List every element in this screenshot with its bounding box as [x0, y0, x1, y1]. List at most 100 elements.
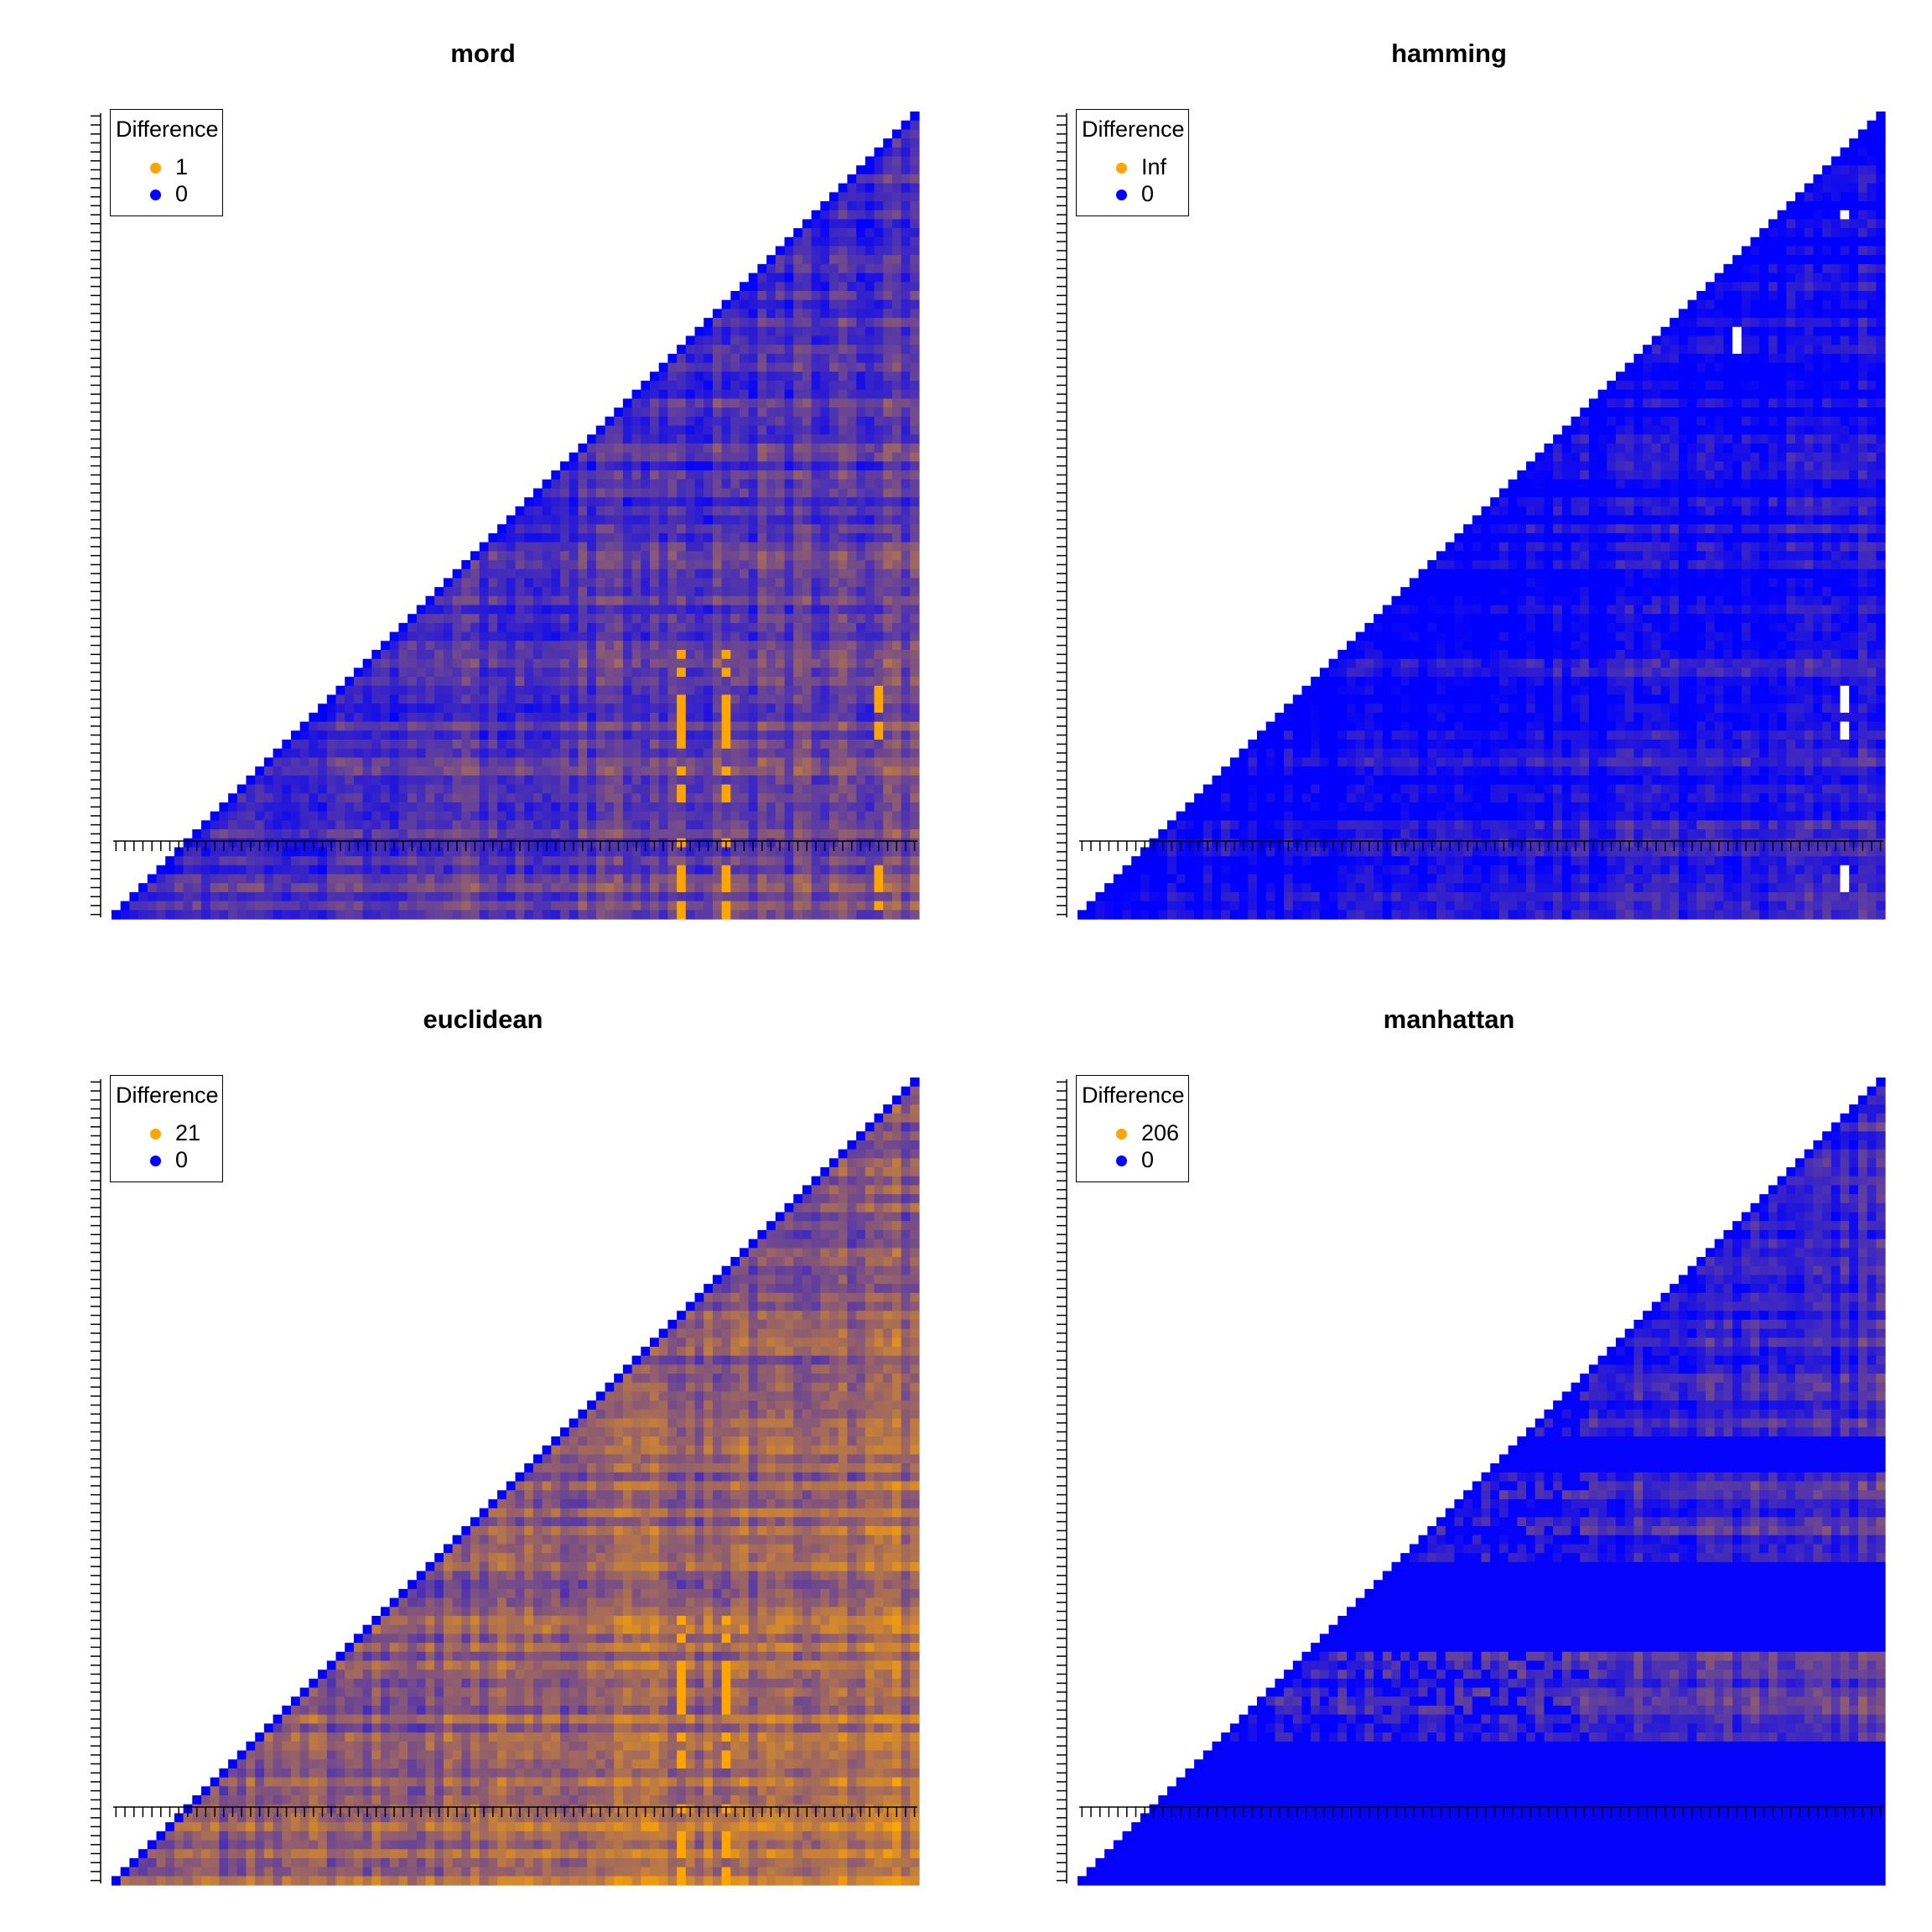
heatmap-cell [650, 811, 660, 821]
heatmap-cell [685, 551, 696, 561]
heatmap-cell [721, 847, 731, 857]
heatmap-cell [856, 829, 866, 839]
heatmap-cell [299, 775, 309, 786]
heatmap-cell [883, 685, 893, 696]
heatmap-cell [1391, 740, 1401, 750]
heatmap-cell [497, 721, 507, 731]
heatmap-cell [901, 299, 911, 309]
heatmap-cell [587, 865, 597, 875]
heatmap-cell [1347, 721, 1357, 731]
heatmap-cell [1202, 793, 1213, 803]
heatmap-cell [1301, 712, 1311, 723]
heatmap-cell [219, 856, 229, 866]
heatmap-cell [1229, 901, 1240, 911]
heatmap-cell [587, 622, 597, 633]
heatmap-cell [506, 775, 517, 786]
heatmap-cell [470, 910, 480, 920]
heatmap-cell [829, 704, 839, 714]
heatmap-cell [1337, 677, 1348, 687]
heatmap-cell [811, 263, 821, 274]
heatmap-cell [748, 811, 758, 821]
heatmap-cell [748, 569, 758, 579]
heatmap-cell [1355, 641, 1365, 651]
heatmap-cell [381, 891, 391, 902]
heatmap-cell [318, 740, 328, 750]
heatmap-cell [874, 667, 884, 678]
heatmap-cell [353, 847, 364, 857]
heatmap-cell [506, 829, 517, 839]
heatmap-cell [757, 650, 767, 660]
heatmap-cell [1202, 820, 1213, 830]
heatmap-cell [1374, 891, 1384, 902]
heatmap-cell [1374, 622, 1384, 633]
heatmap-cell [910, 748, 920, 758]
heatmap-cell [865, 263, 875, 274]
heatmap-cell [345, 730, 355, 740]
heatmap-cell [730, 811, 740, 821]
heatmap-cell [874, 730, 884, 740]
heatmap-cell [631, 883, 641, 893]
heatmap-cell [658, 793, 668, 803]
heatmap-cell [757, 345, 767, 355]
heatmap-cell [865, 775, 875, 786]
heatmap-cell [829, 874, 839, 884]
heatmap-cell [1382, 829, 1393, 839]
heatmap-cell [273, 865, 283, 875]
heatmap-cell [730, 318, 740, 328]
heatmap-cell [1374, 685, 1384, 696]
heatmap-cell [291, 847, 301, 857]
heatmap-cell [578, 685, 588, 696]
heatmap-cell [595, 740, 606, 750]
heatmap-cell [1284, 712, 1294, 723]
heatmap-cell [506, 677, 517, 687]
heatmap-cell [622, 488, 633, 498]
heatmap-cell [228, 901, 238, 911]
heatmap-cell [381, 820, 391, 830]
heatmap-cell [874, 273, 884, 283]
heatmap-cell [883, 891, 893, 902]
heatmap-cell [775, 793, 786, 803]
heatmap-cell [299, 757, 309, 767]
heatmap-cell [820, 291, 830, 301]
heatmap-cell [1355, 766, 1365, 776]
heatmap-cell [677, 542, 687, 552]
heatmap-cell [381, 784, 391, 794]
heatmap-cell [838, 273, 848, 283]
heatmap-cell [677, 524, 687, 534]
heatmap-cell [156, 865, 166, 875]
heatmap-cell [883, 757, 893, 767]
heatmap-cell [856, 658, 866, 668]
heatmap-cell [524, 605, 534, 615]
heatmap-cell [443, 811, 454, 821]
heatmap-cell [1221, 865, 1231, 875]
heatmap-cell [901, 389, 911, 399]
heatmap-cell [677, 802, 687, 813]
heatmap-cell [802, 542, 813, 552]
heatmap-cell [461, 793, 471, 803]
heatmap-cell [694, 605, 704, 615]
heatmap-cell [847, 605, 857, 615]
heatmap-cell [192, 874, 202, 884]
heatmap-cell [766, 793, 776, 803]
heatmap-cell [874, 255, 884, 265]
heatmap-cell [470, 766, 480, 776]
heatmap-cell [174, 910, 184, 920]
heatmap-cell [856, 784, 866, 794]
heatmap-cell [667, 658, 678, 668]
heatmap-cell [811, 721, 821, 731]
heatmap-cell [470, 667, 480, 678]
heatmap-cell [551, 677, 561, 687]
heatmap-cell [677, 793, 687, 803]
heatmap-cell [1337, 650, 1348, 660]
heatmap-cell [784, 901, 794, 911]
heatmap-cell [1400, 595, 1410, 606]
heatmap-cell [910, 263, 920, 274]
heatmap-cell [721, 345, 731, 355]
heatmap-cell [174, 891, 184, 902]
heatmap-cell [775, 443, 786, 454]
heatmap-cell [694, 497, 704, 507]
heatmap-cell [452, 748, 462, 758]
heatmap-cell [273, 820, 283, 830]
heatmap-cell [704, 408, 714, 418]
heatmap-cell [685, 874, 696, 884]
